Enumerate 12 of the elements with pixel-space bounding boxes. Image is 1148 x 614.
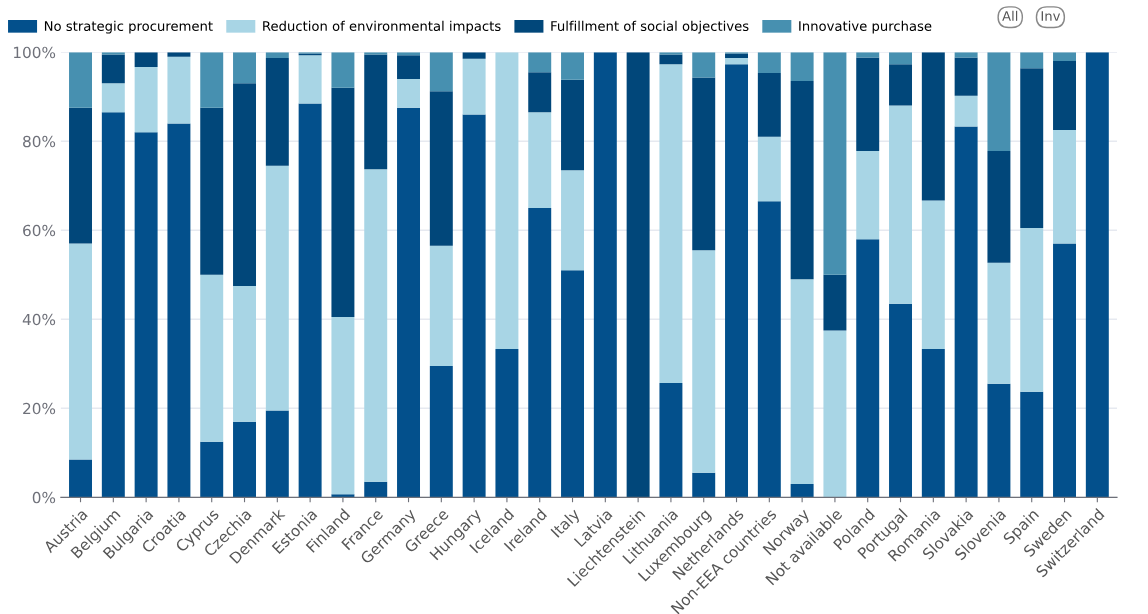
legend-label: Reduction of environmental impacts <box>263 20 501 34</box>
legend-label: No strategic procurement <box>44 20 213 34</box>
y-tick-label: 0% <box>32 491 56 504</box>
y-tick-label: 80% <box>23 135 56 148</box>
y-tick-label: 100% <box>13 46 56 59</box>
text: All <box>1002 10 1018 21</box>
text: Inv <box>1041 11 1061 21</box>
legend-label: Innovative purchase <box>799 20 932 34</box>
legend-label: Fulfillment of social objectives <box>551 20 749 34</box>
y-tick-label: 60% <box>23 224 56 237</box>
y-tick-label: 20% <box>23 402 56 415</box>
y-tick-label: 40% <box>22 313 56 326</box>
